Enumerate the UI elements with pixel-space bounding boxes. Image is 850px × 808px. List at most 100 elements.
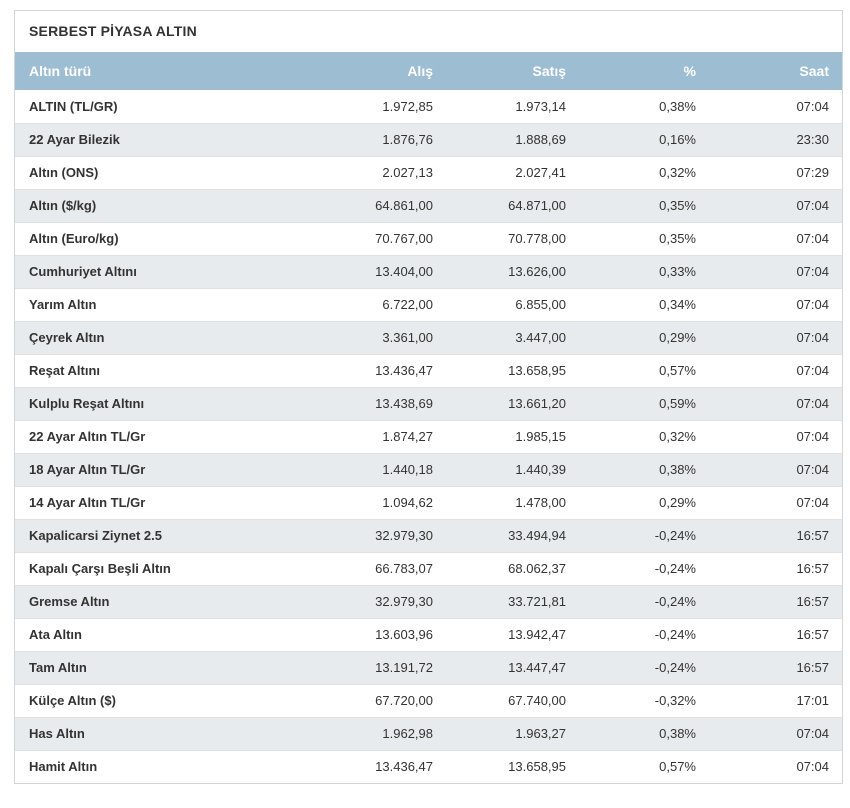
buy-price-cell: 67.720,00 [375, 693, 433, 708]
update-time-cell: 16:57 [796, 660, 829, 675]
gold-type-cell: Çeyrek Altın [29, 330, 105, 345]
update-time-cell: 17:01 [796, 693, 829, 708]
update-time-cell: 07:04 [796, 759, 829, 775]
update-time-cell: 07:04 [796, 462, 829, 477]
gold-type-cell: Yarım Altın [29, 297, 97, 312]
change-percent-cell: 0,57% [659, 363, 696, 378]
sell-price-cell: 3.447,00 [515, 330, 566, 345]
change-percent-cell: 0,16% [659, 132, 696, 147]
change-percent-cell: 0,38% [659, 726, 696, 741]
gold-type-cell: Tam Altın [29, 660, 87, 675]
table-row: Kapalicarsi Ziynet 2.5 32.979,30 33.494,… [15, 519, 842, 552]
sell-price-cell: 1.963,27 [515, 726, 566, 741]
buy-price-cell: 13.436,47 [375, 363, 433, 378]
buy-price-cell: 1.874,27 [382, 429, 433, 444]
update-time-cell: 07:04 [796, 198, 829, 213]
change-percent-cell: 0,34% [659, 297, 696, 312]
gold-type-cell: Hamit Altın [29, 759, 98, 775]
update-time-cell: 07:04 [796, 363, 829, 378]
table-row: 14 Ayar Altın TL/Gr 1.094,62 1.478,00 0,… [15, 486, 842, 519]
gold-type-cell: Has Altın [29, 726, 85, 741]
gold-type-cell: Cumhuriyet Altını [29, 264, 137, 279]
table-row: Has Altın 1.962,98 1.963,27 0,38% 07:04 [15, 717, 842, 750]
change-percent-cell: 0,38% [659, 98, 696, 114]
change-percent-cell: -0,24% [654, 594, 696, 609]
update-time-cell: 07:04 [796, 726, 829, 741]
update-time-cell: 16:57 [796, 561, 829, 576]
table-row: Gremse Altın 32.979,30 33.721,81 -0,24% … [15, 585, 842, 618]
sell-price-cell: 2.027,41 [515, 165, 566, 180]
sell-price-cell: 13.661,20 [508, 396, 566, 411]
table-row: Altın ($/kg) 64.861,00 64.871,00 0,35% 0… [15, 189, 842, 222]
update-time-cell: 07:04 [796, 495, 829, 510]
buy-price-cell: 1.972,85 [382, 98, 433, 114]
table-row: Ata Altın 13.603,96 13.942,47 -0,24% 16:… [15, 618, 842, 651]
buy-price-cell: 66.783,07 [375, 561, 433, 576]
table-row: Tam Altın 13.191,72 13.447,47 -0,24% 16:… [15, 651, 842, 684]
update-time-cell: 23:30 [796, 132, 829, 147]
gold-type-cell: Ata Altın [29, 627, 82, 642]
buy-price-cell: 64.861,00 [375, 198, 433, 213]
buy-price-cell: 70.767,00 [375, 231, 433, 246]
sell-price-cell: 13.942,47 [508, 627, 566, 642]
change-percent-cell: 0,59% [659, 396, 696, 411]
buy-price-cell: 6.722,00 [382, 297, 433, 312]
sell-price-cell: 1.440,39 [515, 462, 566, 477]
table-row: Kapalı Çarşı Beşli Altın 66.783,07 68.06… [15, 552, 842, 585]
update-time-cell: 07:29 [796, 165, 829, 180]
buy-price-cell: 32.979,30 [375, 528, 433, 543]
update-time-cell: 07:04 [796, 330, 829, 345]
change-percent-cell: -0,24% [654, 660, 696, 675]
sell-price-cell: 67.740,00 [508, 693, 566, 708]
sell-price-cell: 1.478,00 [515, 495, 566, 510]
gold-prices-panel: SERBEST PİYASA ALTIN Altın türü Alış Sat… [14, 10, 843, 784]
buy-price-cell: 13.436,47 [375, 759, 433, 775]
gold-type-cell: Altın (ONS) [29, 165, 99, 180]
column-header-percent: % [566, 52, 696, 90]
sell-price-cell: 70.778,00 [508, 231, 566, 246]
change-percent-cell: -0,24% [654, 627, 696, 642]
panel-title: SERBEST PİYASA ALTIN [15, 11, 842, 52]
update-time-cell: 07:04 [796, 297, 829, 312]
sell-price-cell: 68.062,37 [508, 561, 566, 576]
sell-price-cell: 1.888,69 [515, 132, 566, 147]
gold-type-cell: 22 Ayar Altın TL/Gr [29, 429, 146, 444]
change-percent-cell: 0,35% [659, 198, 696, 213]
update-time-cell: 07:04 [796, 429, 829, 444]
buy-price-cell: 3.361,00 [382, 330, 433, 345]
table-row: Hamit Altın 13.436,47 13.658,95 0,57% 07… [15, 750, 842, 783]
gold-type-cell: Külçe Altın ($) [29, 693, 116, 708]
change-percent-cell: 0,32% [659, 429, 696, 444]
change-percent-cell: 0,35% [659, 231, 696, 246]
table-row: 18 Ayar Altın TL/Gr 1.440,18 1.440,39 0,… [15, 453, 842, 486]
update-time-cell: 07:04 [796, 264, 829, 279]
buy-price-cell: 1.962,98 [382, 726, 433, 741]
gold-type-cell: ALTIN (TL/GR) [29, 98, 118, 114]
update-time-cell: 07:04 [796, 396, 829, 411]
gold-type-cell: Kulplu Reşat Altını [29, 396, 145, 411]
sell-price-cell: 6.855,00 [515, 297, 566, 312]
buy-price-cell: 13.404,00 [375, 264, 433, 279]
buy-price-cell: 1.094,62 [382, 495, 433, 510]
table-row: Altın (ONS) 2.027,13 2.027,41 0,32% 07:2… [15, 156, 842, 189]
sell-price-cell: 33.721,81 [508, 594, 566, 609]
change-percent-cell: 0,29% [659, 495, 696, 510]
sell-price-cell: 1.973,14 [515, 98, 566, 114]
gold-type-cell: Gremse Altın [29, 594, 110, 609]
change-percent-cell: 0,32% [659, 165, 696, 180]
sell-price-cell: 64.871,00 [508, 198, 566, 213]
table-row: Yarım Altın 6.722,00 6.855,00 0,34% 07:0… [15, 288, 842, 321]
change-percent-cell: -0,24% [654, 528, 696, 543]
gold-type-cell: Kapalı Çarşı Beşli Altın [29, 561, 171, 576]
table-row: 22 Ayar Altın TL/Gr 1.874,27 1.985,15 0,… [15, 420, 842, 453]
buy-price-cell: 13.191,72 [375, 660, 433, 675]
update-time-cell: 16:57 [796, 627, 829, 642]
sell-price-cell: 33.494,94 [508, 528, 566, 543]
sell-price-cell: 1.985,15 [515, 429, 566, 444]
buy-price-cell: 13.603,96 [375, 627, 433, 642]
table-row: 22 Ayar Bilezik 1.876,76 1.888,69 0,16% … [15, 123, 842, 156]
table-row: ALTIN (TL/GR) 1.972,85 1.973,14 0,38% 07… [15, 90, 842, 123]
column-header-gold-type: Altın türü [15, 52, 283, 90]
table-row: Külçe Altın ($) 67.720,00 67.740,00 -0,3… [15, 684, 842, 717]
change-percent-cell: -0,32% [654, 693, 696, 708]
